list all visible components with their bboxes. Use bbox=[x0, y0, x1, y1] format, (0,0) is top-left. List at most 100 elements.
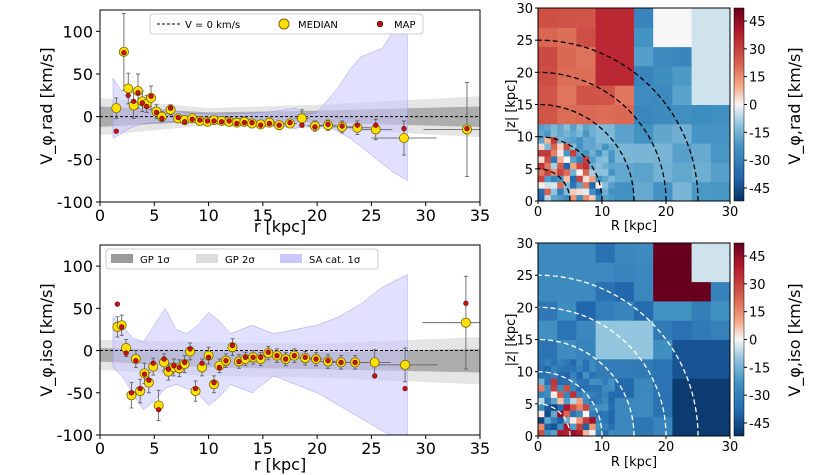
heatmap-cell bbox=[595, 194, 603, 201]
heatmap-cell bbox=[544, 136, 552, 144]
colorbar-tick-label: 45 bbox=[749, 250, 766, 265]
legend-map-label: MAP bbox=[394, 20, 416, 31]
map-point bbox=[325, 358, 331, 364]
colorbar-tick-label: 30 bbox=[749, 43, 766, 58]
map-point bbox=[463, 300, 469, 306]
legend-bottom: GP 1σ GP 2σ SA cat. 1σ bbox=[105, 248, 379, 270]
radius-circle bbox=[538, 71, 667, 201]
voronoi-cells bbox=[538, 243, 730, 436]
legend-sa-label: SA cat. 1σ bbox=[309, 255, 361, 266]
map-point bbox=[165, 366, 171, 372]
heatmap-cell bbox=[634, 8, 654, 28]
heatmap-cell bbox=[653, 123, 673, 144]
heatmap-cell bbox=[544, 429, 552, 436]
heatmap-cell bbox=[634, 378, 654, 398]
heatmap-cell bbox=[710, 243, 730, 263]
heatmap-cell bbox=[557, 46, 577, 67]
x-axis-label: r [kpc] bbox=[254, 217, 306, 236]
map-point bbox=[171, 363, 177, 369]
heatmap-cell bbox=[557, 123, 565, 131]
heatmap-cell bbox=[544, 397, 552, 405]
radius-circle bbox=[538, 274, 699, 436]
heatmap-cell bbox=[691, 358, 712, 379]
x-tick-label: 15 bbox=[253, 439, 273, 458]
x-tick-label: 30 bbox=[416, 206, 436, 225]
heatmap-cell bbox=[570, 429, 577, 436]
heatmap-cell bbox=[563, 143, 571, 151]
heatmap-cell bbox=[570, 365, 577, 373]
heatmap-cell bbox=[576, 397, 584, 405]
heatmap-cell bbox=[595, 149, 603, 157]
heatmap-cell bbox=[602, 403, 609, 411]
colorbar-tick-label: 30 bbox=[749, 278, 766, 293]
heatmap-cell bbox=[672, 416, 693, 436]
heatmap-cell bbox=[544, 358, 552, 366]
heatmap-cell bbox=[557, 194, 565, 201]
heatmap-cell bbox=[538, 262, 558, 283]
heatmap-cell bbox=[576, 339, 597, 360]
radius-circle bbox=[538, 168, 571, 201]
heatmap-cell bbox=[582, 397, 590, 405]
heatmap-cell bbox=[576, 416, 584, 424]
heatmap-cell bbox=[557, 378, 565, 386]
median-point bbox=[369, 357, 380, 368]
map-point bbox=[249, 120, 255, 126]
heatmap-cell bbox=[595, 300, 616, 321]
heatmap-cell bbox=[550, 378, 558, 386]
heatmap-cell bbox=[710, 27, 730, 48]
error-bars bbox=[113, 13, 480, 177]
heatmap-cell bbox=[710, 281, 730, 302]
heatmap-cell bbox=[589, 149, 597, 157]
heatmap-cell bbox=[595, 339, 616, 360]
plot-frame bbox=[99, 9, 481, 203]
map-point bbox=[175, 114, 181, 121]
heatmap-cell bbox=[602, 155, 609, 163]
heatmap-cell bbox=[557, 429, 565, 436]
heatmap-cell bbox=[595, 262, 616, 283]
heatmap-cell bbox=[557, 281, 577, 302]
x-tick-label: 10 bbox=[594, 205, 611, 220]
radius-circle bbox=[538, 371, 603, 436]
heatmap-cell bbox=[570, 378, 577, 386]
heatmap-cell bbox=[544, 365, 552, 373]
heatmap-cell bbox=[602, 384, 609, 392]
heatmap-cell bbox=[672, 8, 693, 28]
heatmap-cell bbox=[595, 243, 616, 263]
plot-frame bbox=[99, 244, 481, 436]
heatmap-cell bbox=[550, 175, 558, 183]
heatmap-cell bbox=[557, 143, 565, 151]
heatmap-cell bbox=[544, 371, 552, 379]
y-tick-label: 10 bbox=[516, 366, 533, 381]
heatmap-cell bbox=[710, 65, 730, 86]
map-point bbox=[114, 301, 120, 307]
map-point bbox=[242, 354, 249, 360]
heatmap-cell bbox=[570, 390, 577, 398]
x-axis-label: r [kpc] bbox=[254, 455, 306, 474]
x-tick-label: 20 bbox=[658, 440, 675, 455]
map-point bbox=[144, 103, 150, 110]
heatmap-cell bbox=[582, 123, 590, 131]
heatmap-cell bbox=[563, 168, 571, 176]
heatmap-cell bbox=[582, 155, 590, 163]
heatmap-cell bbox=[614, 397, 635, 418]
legend-gp1-label: GP 1σ bbox=[140, 255, 170, 266]
heatmap-cell bbox=[608, 188, 616, 196]
heatmap-cell bbox=[550, 365, 558, 373]
panel-top-left: 0 5 10 15 20 25 30 35 -100 -50 0 50 100 V = 0 km/s M… bbox=[37, 9, 490, 236]
x-tick-label: 15 bbox=[253, 206, 273, 225]
heatmap-cell bbox=[538, 320, 558, 340]
map-point bbox=[236, 358, 242, 365]
legend-zero-label: V = 0 km/s bbox=[185, 20, 240, 31]
map-point bbox=[276, 122, 282, 128]
map-point bbox=[274, 353, 280, 359]
map-point bbox=[159, 115, 165, 121]
heatmap-cell bbox=[614, 85, 635, 105]
heatmap-cell bbox=[550, 384, 558, 392]
heatmap-cell bbox=[550, 397, 558, 405]
colorbar bbox=[733, 7, 745, 202]
map-point bbox=[204, 118, 211, 124]
heatmap-cell bbox=[563, 429, 571, 436]
legend-median-marker bbox=[278, 18, 290, 30]
map-point bbox=[121, 50, 127, 56]
heatmap-cell bbox=[614, 358, 635, 379]
